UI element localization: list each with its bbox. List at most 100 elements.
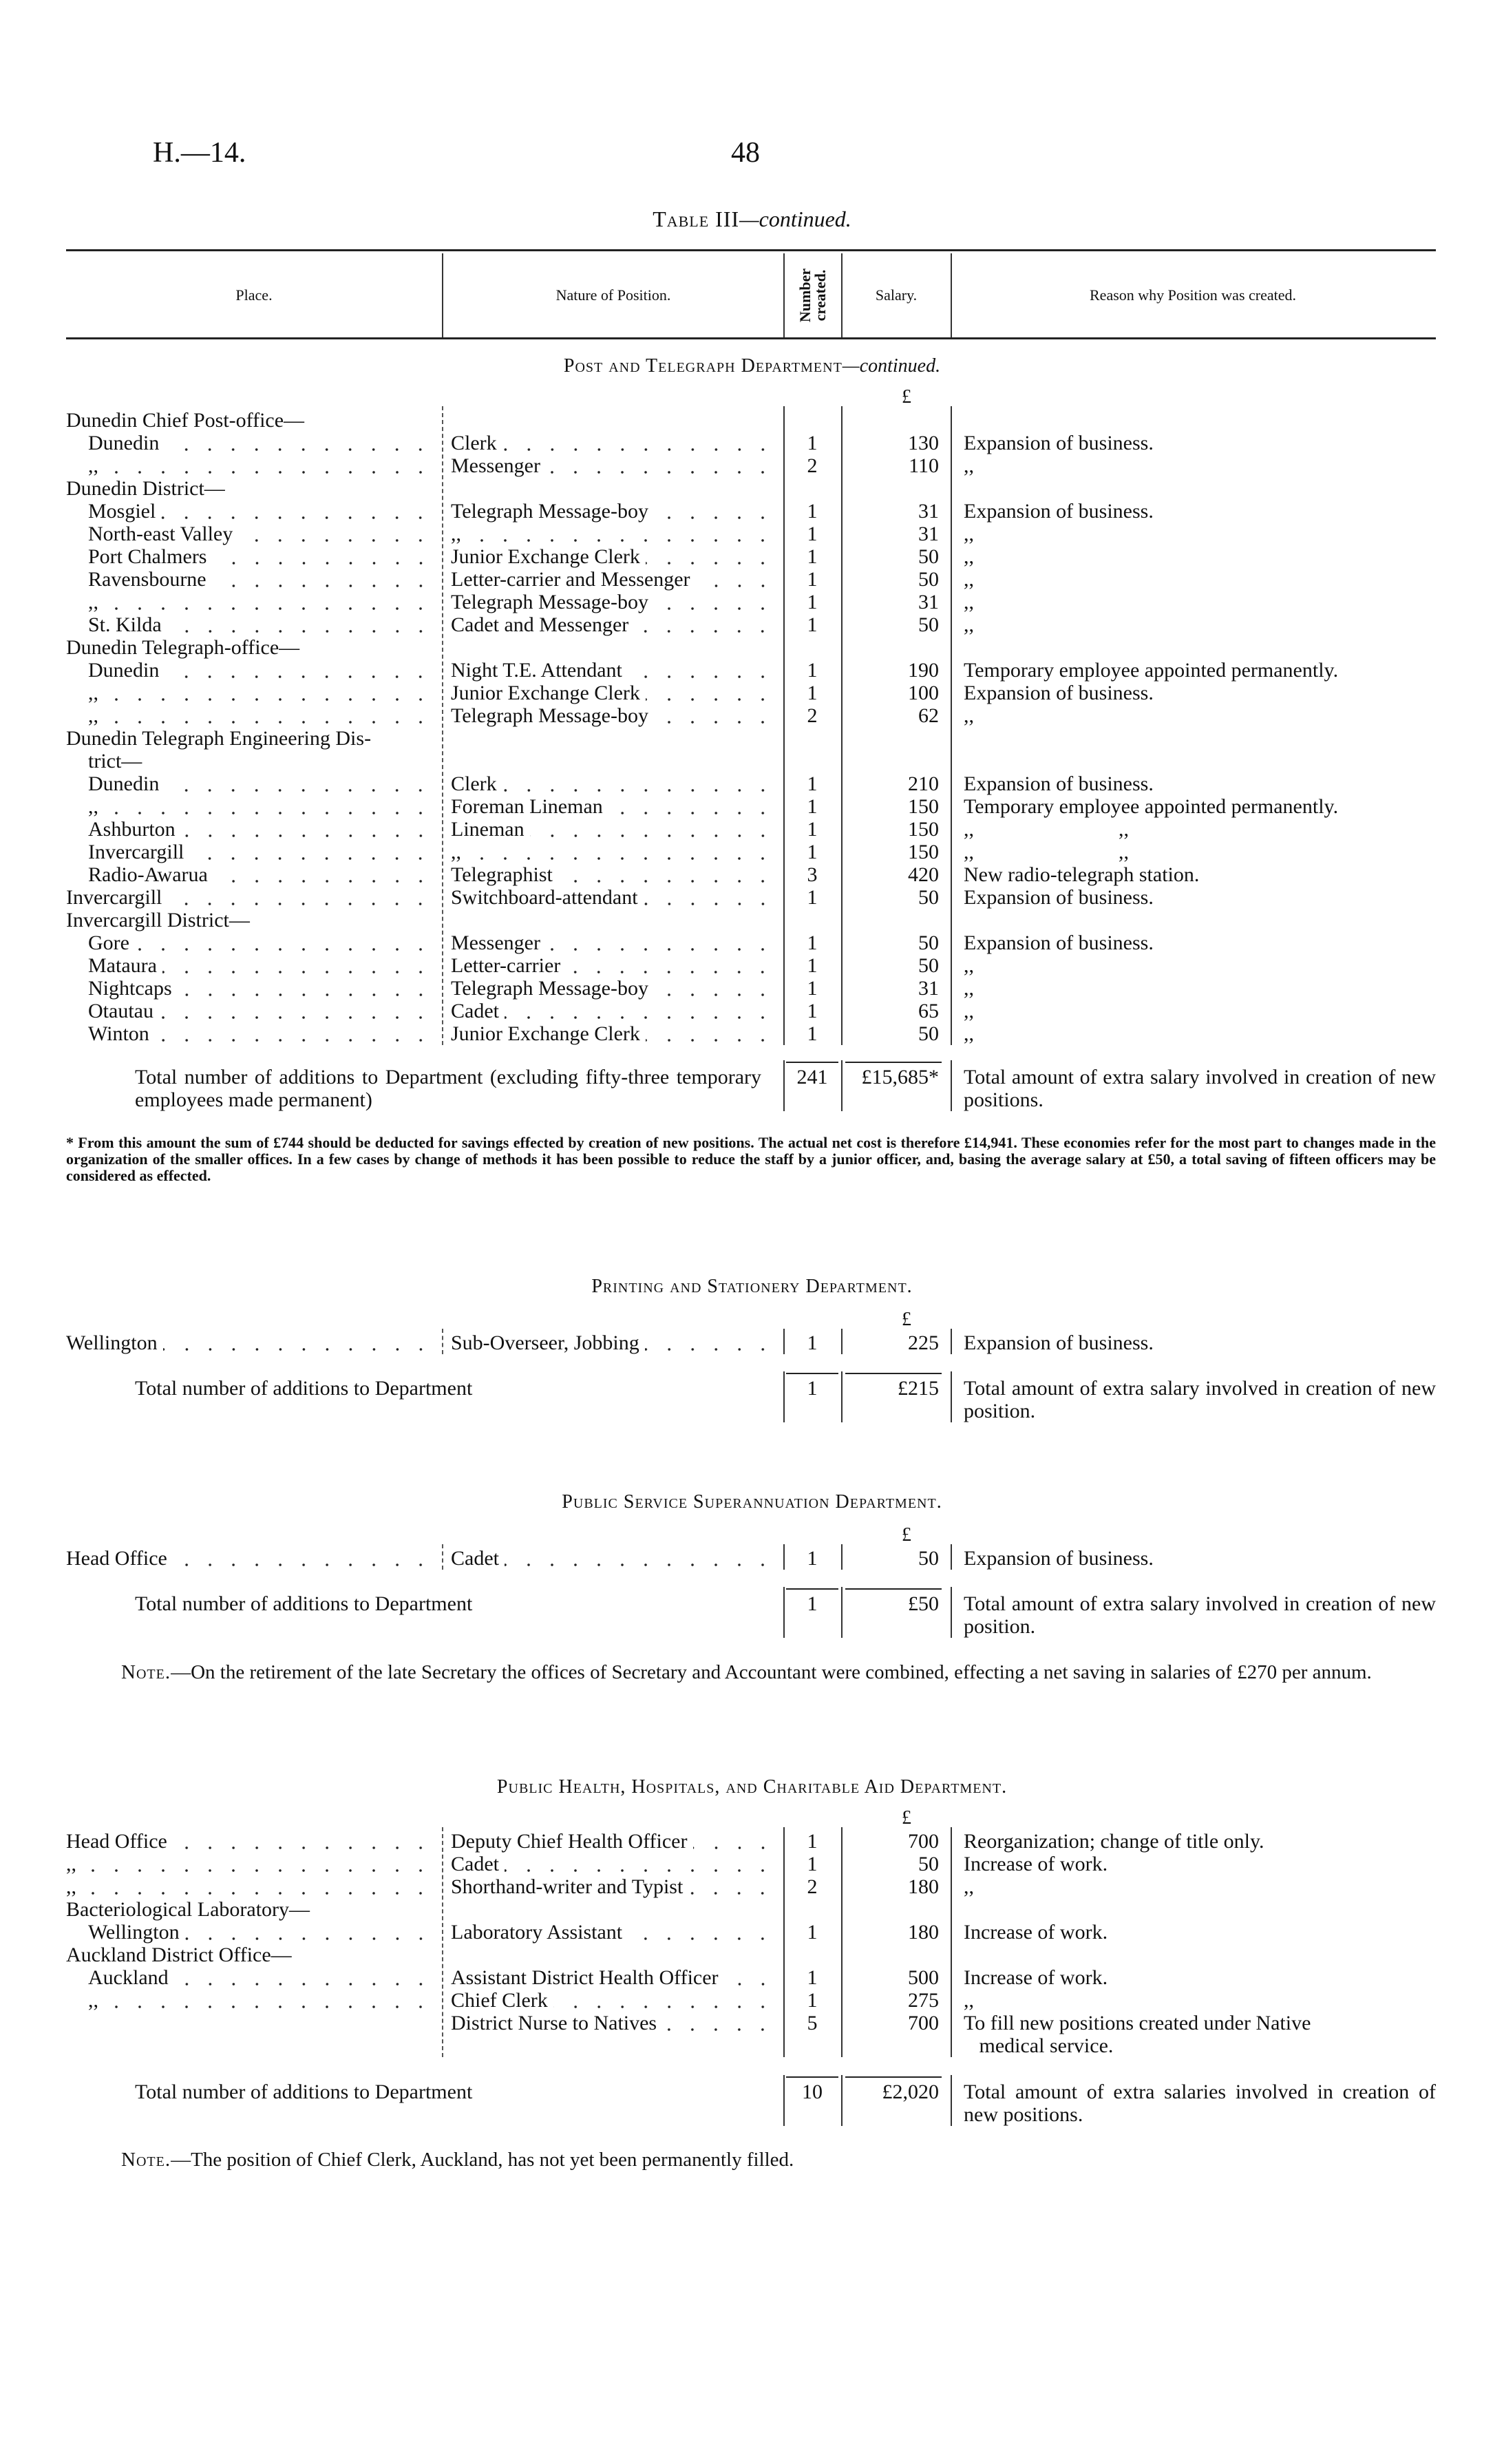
table-title-main: Table III	[653, 207, 740, 231]
table-row: Nightcaps Telegraph Message-boy 1 31,,	[0, 977, 1504, 1000]
total-reason: Total amount of extra salary involved in…	[964, 1377, 1436, 1422]
note-text: —On the retirement of the late Secretary…	[171, 1661, 1372, 1683]
divider	[951, 1371, 952, 1422]
total-overline	[786, 2076, 838, 2078]
place-text: ,,	[88, 704, 98, 727]
reason: ,,	[964, 1000, 974, 1022]
reason: Increase of work.	[964, 1853, 1108, 1875]
reason: Increase of work.	[964, 1966, 1108, 1989]
table-row: Wellington Laboratory Assistant 1 180 Increa…	[0, 1921, 1504, 1944]
place-cell: Dunedin Telegraph Engineering Dis-	[66, 727, 438, 750]
number-created: 1	[807, 1989, 818, 2012]
currency-symbol: £	[902, 1309, 911, 1330]
divider	[951, 253, 952, 337]
nature-text: Junior Exchange Clerk	[451, 545, 640, 568]
number-created: 1	[807, 1921, 818, 1944]
nature-cell: Night T.E. Attendant	[451, 659, 780, 682]
table-row: ,, Telegraph Message-boy 1 31,,	[0, 591, 1504, 613]
nature-text: Telegraphist	[451, 863, 553, 886]
salary: 50	[918, 568, 939, 591]
leader-dots	[553, 1989, 774, 2012]
total-overline	[845, 2076, 942, 2078]
divider	[783, 1544, 785, 1570]
section-heading: Public Health, Hospitals, and Charitable…	[0, 1776, 1504, 1798]
place-text: Invercargill	[66, 886, 162, 909]
total-overline	[845, 1373, 942, 1374]
number-created: 1	[807, 1966, 818, 1989]
number-created: 1	[807, 591, 818, 613]
place-text: Auckland	[88, 1966, 169, 1989]
number-created: 1	[807, 500, 818, 523]
salary: 210	[908, 772, 939, 795]
leader-dots	[653, 977, 774, 1000]
leader-dots	[165, 432, 432, 454]
divider	[442, 406, 443, 1045]
currency-symbol: £	[902, 1524, 911, 1546]
table-row: ,, Cadet 1 50 Increase of work.	[0, 1853, 1504, 1875]
nature-cell: Clerk	[451, 432, 780, 454]
salary: 50	[918, 931, 939, 954]
place-text: Nightcaps	[88, 977, 172, 1000]
place-cell: Radio-Awarua	[88, 863, 438, 886]
header-top-rule	[66, 249, 1436, 251]
reason: Expansion of business.	[964, 772, 1154, 795]
leader-dots	[627, 659, 774, 682]
total-salary: £2,020	[882, 2081, 940, 2103]
salary: 50	[918, 1022, 939, 1045]
nature-cell: Letter-carrier	[451, 954, 780, 977]
table-row: Ashburton Lineman 1 150 ,, ,,	[0, 818, 1504, 841]
leader-dots	[184, 1921, 432, 1944]
currency-symbol: £	[902, 1807, 911, 1829]
nature-cell: Telegraphist	[451, 863, 780, 886]
place-text: Otautau	[88, 1000, 153, 1022]
place-cell: Dunedin District—	[66, 477, 438, 500]
place-text: Port Chalmers	[88, 545, 207, 568]
reason: medical service.	[964, 2034, 1114, 2057]
nature-cell: Letter-carrier and Messenger	[451, 568, 780, 591]
place-cell: Gore	[88, 931, 438, 954]
place-cell: Winton	[88, 1022, 438, 1045]
number-created: 1	[807, 568, 818, 591]
salary: 275	[908, 1989, 939, 2012]
leader-dots	[189, 841, 432, 863]
divider	[841, 1371, 843, 1422]
nature-cell: Telegraph Message-boy	[451, 704, 780, 727]
nature-text: Clerk	[451, 432, 497, 454]
leader-dots	[467, 841, 774, 863]
place-cell: ,,	[88, 454, 438, 477]
place-cell: ,,	[66, 1853, 438, 1875]
table-row: Dunedin Clerk 1 130 Expansion of business.	[0, 432, 1504, 454]
place-text: trict—	[88, 750, 142, 772]
section-heading-text: Printing and Stationery Department.	[591, 1276, 913, 1297]
reason: Reorganization; change of title only.	[964, 1830, 1264, 1853]
salary: 700	[908, 1830, 939, 1853]
leader-dots	[566, 954, 774, 977]
place-cell: Invercargill	[88, 841, 438, 863]
reason: Increase of work.	[964, 1921, 1108, 1944]
nature-text: Switchboard-attendant	[451, 886, 638, 909]
section-heading: Printing and Stationery Department.	[0, 1276, 1504, 1298]
divider	[951, 1329, 952, 1354]
reason: Expansion of business.	[964, 886, 1154, 909]
total-number: 241	[796, 1066, 828, 1088]
place-cell: ,,	[66, 1875, 438, 1898]
table-row: Dunedin Telegraph-office—	[0, 636, 1504, 659]
number-created: 1	[807, 931, 818, 954]
leader-dots	[180, 818, 432, 841]
place-cell: St. Kilda	[88, 613, 438, 636]
number-created: 1	[807, 818, 818, 841]
nature-text: Chief Clerk	[451, 1989, 548, 2012]
place-text: Dunedin	[88, 772, 160, 795]
salary: 500	[908, 1966, 939, 1989]
salary: 31	[918, 523, 939, 545]
nature-text: ,,	[451, 523, 461, 545]
table-row: Auckland Assistant District Health Office…	[0, 1966, 1504, 1989]
leader-dots	[173, 1966, 432, 1989]
nature-cell: Deputy Chief Health Officer	[451, 1830, 780, 1853]
number-created: 1	[807, 886, 818, 909]
table-row: Head Office Deputy Chief Health Officer 1 7…	[0, 1830, 1504, 1853]
nature-text: Assistant District Health Officer	[451, 1966, 719, 1989]
place-text: St. Kilda	[88, 613, 162, 636]
number-created: 1	[807, 841, 818, 863]
page-number: 48	[731, 137, 760, 169]
